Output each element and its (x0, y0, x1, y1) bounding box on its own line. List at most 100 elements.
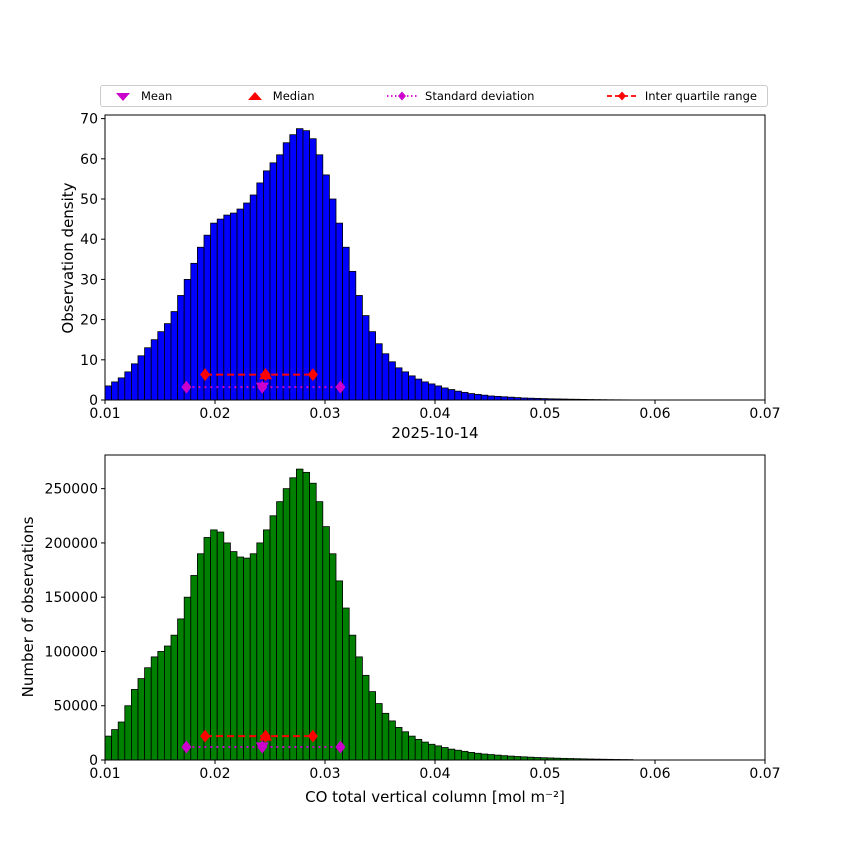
histogram-bar (474, 393, 482, 401)
histogram-bar (322, 526, 330, 761)
histogram-bar (368, 691, 376, 761)
histogram-bar (328, 553, 337, 761)
histogram-bar (447, 389, 456, 401)
y-tick-label: 200000 (45, 536, 98, 552)
histogram-bar (368, 331, 376, 401)
legend-label-iqr: Inter quartile range (644, 89, 757, 103)
histogram-bar (401, 371, 409, 401)
histogram-bar (361, 315, 370, 401)
histogram-bar (177, 618, 185, 761)
iqr-right-cap (307, 368, 318, 382)
histogram-bar (177, 295, 185, 401)
iqr-right-cap (307, 729, 318, 743)
histogram-bar (441, 387, 449, 401)
std-marker-icon (387, 91, 418, 101)
histogram-bar (421, 381, 429, 401)
histogram-bar (427, 743, 436, 761)
y-tick-label: 100000 (45, 644, 98, 660)
histogram-bar (196, 553, 205, 761)
y-tick-label: 0 (89, 753, 98, 769)
histogram-bar (408, 735, 416, 761)
count-histogram-chart: 0.01 0.02 0.03 0.04 0.05 0.06 0.07 0 50000 100000… (45, 454, 781, 782)
histogram-bar (137, 355, 145, 401)
histogram-bar (361, 674, 370, 761)
x-tick-label: 0.05 (529, 406, 560, 420)
histogram-bar (474, 752, 482, 761)
histogram-bar (130, 689, 139, 761)
histogram-bar (269, 162, 277, 401)
histogram-bar (163, 323, 172, 401)
histogram-bar (262, 529, 271, 761)
histogram-bar (243, 202, 251, 401)
histogram-bar (394, 727, 403, 761)
histogram-bar (243, 557, 251, 761)
histogram-bar (236, 556, 244, 761)
histogram-bar (309, 482, 317, 761)
x-tick-label: 0.03 (309, 406, 340, 420)
histogram-bar (282, 488, 291, 761)
chart-title-date: 2025-10-14 (391, 424, 479, 442)
legend-label-mean: Mean (141, 89, 173, 103)
histogram-bar (124, 705, 132, 761)
histogram-bar (375, 703, 383, 761)
histogram-bar (210, 529, 218, 761)
plot-frame (104, 454, 766, 761)
y-tick-label: 10 (80, 353, 98, 369)
histogram-bar (276, 501, 284, 761)
y-tick-label: 50000 (53, 699, 98, 715)
y-tick-label: 60 (80, 152, 98, 168)
histogram-bar (216, 531, 225, 761)
histogram-bar (111, 729, 119, 761)
histogram-bar (467, 393, 475, 401)
histogram-bar (454, 390, 462, 401)
histogram-bar (183, 596, 192, 761)
legend-item-iqr: Inter quartile range (605, 89, 757, 103)
median-marker (259, 368, 273, 380)
x-tick-label: 0.01 (89, 766, 120, 782)
histogram-bar (190, 262, 198, 401)
histogram-bar (460, 750, 469, 761)
std-right-cap (335, 380, 346, 394)
diamond-glyph (617, 91, 626, 101)
histogram-bar (157, 651, 165, 761)
histogram-bar (414, 738, 423, 761)
histogram-bar (348, 270, 357, 401)
histogram-bar (328, 198, 337, 401)
x-tick-label: 0.03 (309, 766, 340, 782)
histogram-bar (322, 174, 330, 401)
histogram-bar (269, 515, 277, 761)
x-tick-label: 0.04 (419, 766, 450, 782)
histogram-bar (315, 154, 324, 401)
histogram-bar (355, 295, 363, 401)
histogram-bar (427, 383, 436, 401)
histogram-bar (295, 468, 304, 761)
legend: Mean Median Standard deviation Inter qua… (100, 85, 768, 107)
histogram-bar (507, 755, 515, 761)
histogram-bar (388, 361, 396, 401)
histogram-bar (487, 395, 495, 401)
mean-marker-icon (116, 93, 130, 101)
histogram-bar (163, 645, 172, 761)
histogram-bar (104, 385, 112, 401)
histogram-bar (229, 551, 238, 761)
y-tick-label: 30 (80, 272, 98, 288)
histogram-bar (388, 720, 396, 761)
triangle-up-glyph (247, 92, 262, 100)
y-tick-label: 70 (80, 112, 98, 128)
histogram-bar (421, 741, 429, 761)
histogram-bar (480, 753, 489, 761)
std-right-cap (335, 740, 346, 754)
histogram-bar (302, 471, 310, 761)
iqr-left-cap (200, 729, 211, 743)
x-tick-label: 0.01 (89, 406, 120, 420)
triangle-down-glyph (116, 93, 130, 101)
histogram-bar (381, 712, 390, 761)
histogram-bars (104, 468, 634, 761)
histogram-bar (229, 212, 238, 401)
histogram-bar (170, 634, 178, 761)
histogram-bar (157, 331, 165, 401)
histogram-bar (487, 754, 495, 761)
y-tick-label: 250000 (45, 482, 98, 498)
iqr-left-cap (200, 368, 211, 382)
mean-marker (255, 382, 269, 394)
